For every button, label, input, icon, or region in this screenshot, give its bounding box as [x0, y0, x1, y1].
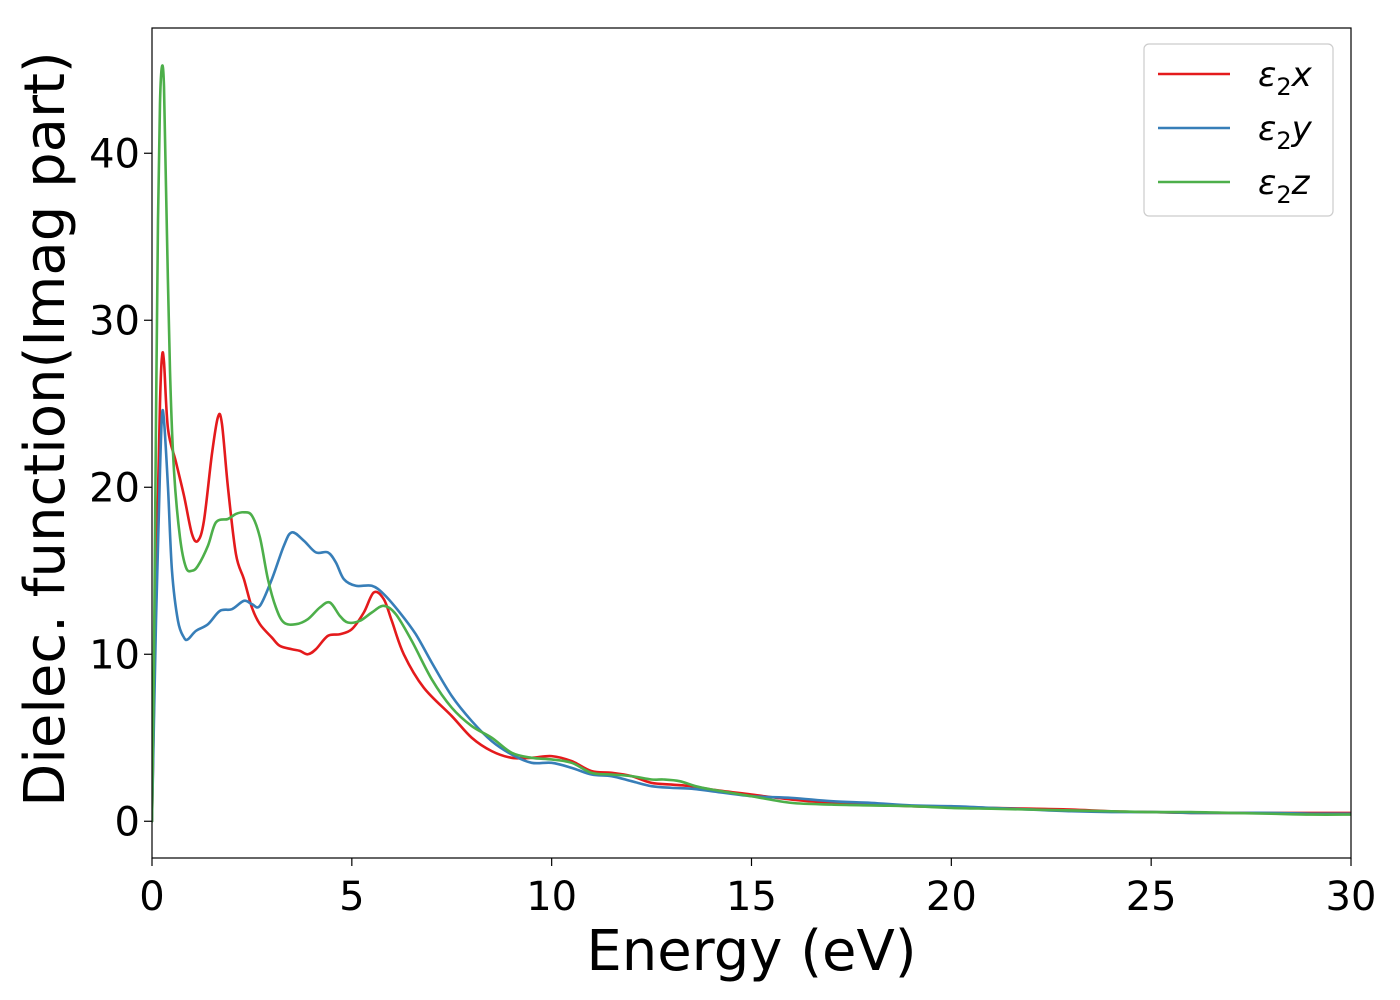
x-tick-label: 20 — [926, 874, 977, 920]
x-tick-label: 30 — [1326, 874, 1377, 920]
y-axis-title: Dielec. function(Imag part) — [13, 51, 78, 807]
legend-label-2: ε2z — [1258, 163, 1311, 209]
legend-label-1: ε2y — [1258, 109, 1313, 155]
y-tick-label: 30 — [89, 298, 140, 344]
x-tick-label: 10 — [526, 874, 577, 920]
y-axis-ticks: 0 10 20 30 40 — [89, 131, 152, 845]
x-axis-ticks: 0 5 10 15 20 25 30 — [139, 858, 1376, 920]
series-line-2 — [152, 64, 1351, 823]
y-tick-label: 10 — [89, 632, 140, 678]
series-line-1 — [152, 408, 1351, 823]
y-tick-label: 40 — [89, 131, 140, 177]
y-tick-label: 20 — [89, 465, 140, 511]
x-tick-label: 0 — [139, 874, 164, 920]
legend-label-0: ε2x — [1258, 55, 1313, 101]
y-tick-label: 0 — [115, 799, 140, 845]
series-layer — [152, 64, 1351, 823]
x-tick-label: 5 — [339, 874, 364, 920]
x-tick-label: 25 — [1126, 874, 1177, 920]
x-axis-title: Energy (eV) — [586, 919, 916, 984]
legend: ε2x ε2y ε2z — [1143, 43, 1334, 217]
series-line-0 — [152, 351, 1351, 823]
x-tick-label: 15 — [726, 874, 777, 920]
legend-box — [1143, 43, 1334, 217]
